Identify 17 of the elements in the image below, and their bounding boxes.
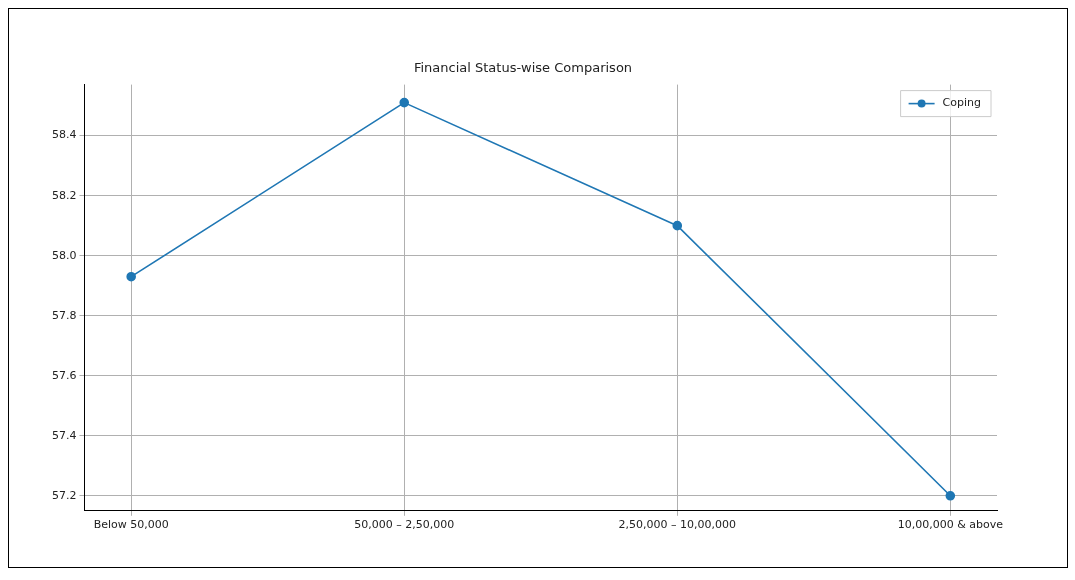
legend-label: Coping <box>942 96 981 110</box>
point <box>399 97 410 108</box>
x-tick-label: 10,00,000 & above <box>897 518 1004 532</box>
point <box>945 490 956 501</box>
x-tick-label: 2,50,000 – 10,00,000 <box>618 518 736 532</box>
y-tick-label: 57.2 <box>51 488 77 502</box>
point <box>126 271 136 282</box>
y-tick-label: 57.6 <box>51 368 77 382</box>
x-tick-label: Below 50,000 <box>93 518 169 532</box>
y-tick-label: 57.4 <box>51 428 77 442</box>
y-tick-label: 57.8 <box>51 308 77 322</box>
point <box>672 220 683 231</box>
chart-title: Financial Status-wise Comparison <box>413 60 633 76</box>
x-tick-label: 50,000 – 2,50,000 <box>354 518 455 532</box>
y-tick-label: 58.0 <box>51 248 77 262</box>
y-tick-label: 58.4 <box>51 128 77 142</box>
y-tick-label: 58.2 <box>51 188 77 202</box>
